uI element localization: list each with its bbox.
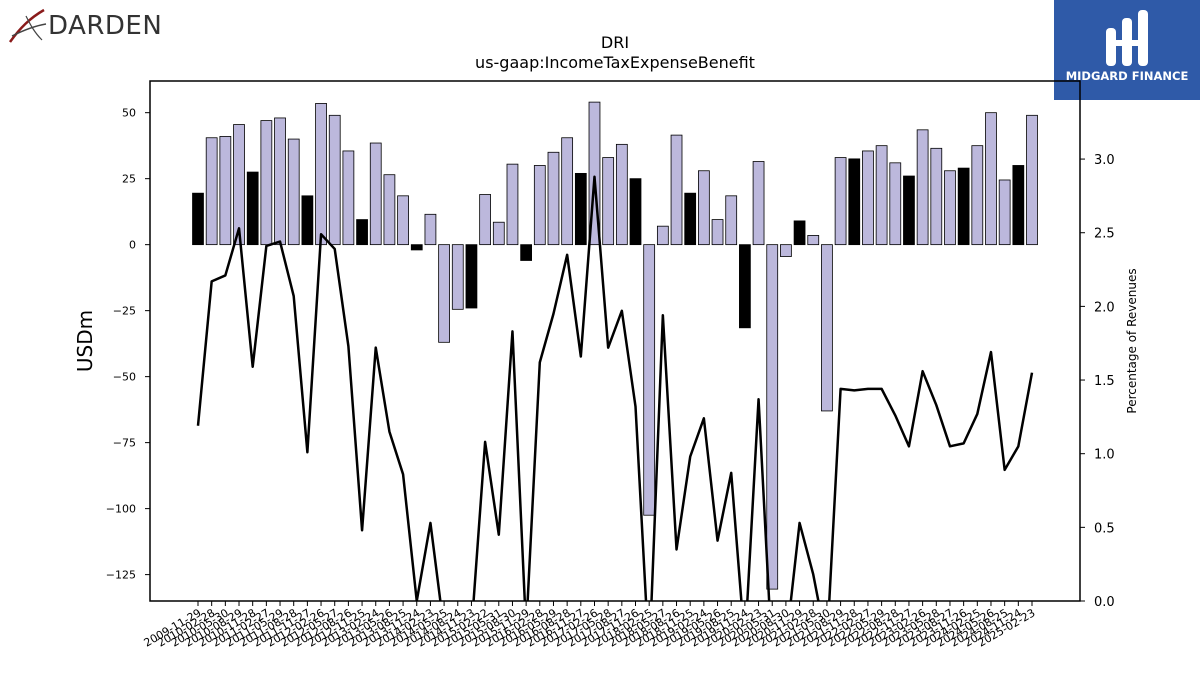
bar bbox=[862, 150, 874, 246]
bar bbox=[807, 235, 820, 246]
y-tick-label: −75 bbox=[113, 437, 136, 450]
bar bbox=[985, 112, 997, 246]
bar bbox=[192, 192, 204, 246]
midgard-mark-icon bbox=[1106, 10, 1148, 66]
y-tick-label: −25 bbox=[113, 305, 136, 318]
bar bbox=[944, 170, 956, 246]
bar bbox=[998, 179, 1011, 246]
y2-tick-label: 3.0 bbox=[1094, 153, 1115, 168]
bar bbox=[397, 195, 409, 246]
bar bbox=[971, 145, 984, 246]
y-axis-label: USDm bbox=[73, 310, 97, 372]
bar bbox=[315, 103, 327, 246]
darden-logo-text: DARDEN bbox=[48, 11, 163, 41]
y-tick-label: −125 bbox=[106, 569, 136, 582]
y2-tick-label: 1.5 bbox=[1094, 374, 1115, 389]
y2-tick-label: 1.0 bbox=[1094, 448, 1115, 463]
bar bbox=[465, 244, 478, 309]
bar bbox=[957, 167, 970, 246]
bar bbox=[848, 158, 861, 246]
bar bbox=[602, 157, 615, 246]
bar bbox=[725, 195, 738, 246]
bar bbox=[670, 134, 683, 246]
y2-tick-label: 0.5 bbox=[1094, 521, 1115, 536]
plot-frame bbox=[149, 80, 1081, 602]
bar bbox=[301, 195, 314, 246]
y-tick-label: 25 bbox=[122, 173, 136, 186]
bar bbox=[260, 120, 273, 246]
midgard-logo-text: MIDGARD FINANCE bbox=[1065, 69, 1189, 83]
bar bbox=[424, 213, 437, 246]
bar bbox=[588, 101, 601, 246]
bar bbox=[287, 138, 300, 246]
bar bbox=[410, 244, 423, 251]
bar bbox=[698, 170, 710, 246]
bar bbox=[246, 171, 259, 246]
bar bbox=[451, 244, 464, 310]
bar bbox=[506, 163, 519, 246]
bar bbox=[274, 117, 286, 246]
y-tick-label: −50 bbox=[113, 371, 136, 384]
bar bbox=[383, 174, 396, 246]
bar bbox=[342, 150, 355, 246]
bar bbox=[574, 172, 587, 246]
y-tick-label: 50 bbox=[122, 107, 136, 120]
bar bbox=[1026, 114, 1038, 246]
y2-tick-label: 2.0 bbox=[1094, 300, 1115, 315]
bar bbox=[629, 178, 642, 246]
bar bbox=[780, 244, 792, 257]
bar bbox=[834, 157, 847, 246]
bar bbox=[356, 219, 368, 246]
y2-axis-label: Percentage of Revenues bbox=[1125, 268, 1139, 413]
bar bbox=[561, 137, 574, 246]
bar bbox=[547, 151, 560, 246]
darden-logo: DARDEN bbox=[6, 6, 166, 46]
bar bbox=[369, 142, 382, 246]
chart-title: DRI bbox=[601, 33, 629, 52]
darden-swoosh-icon bbox=[8, 8, 47, 43]
chart-subtitle: us-gaap:IncomeTaxExpenseBenefit bbox=[475, 53, 755, 72]
bar bbox=[793, 220, 806, 246]
bar bbox=[739, 244, 751, 329]
pct-of-revenues-line bbox=[196, 175, 1034, 601]
bar bbox=[438, 244, 450, 343]
bar bbox=[766, 244, 779, 590]
midgard-finance-logo: MIDGARD FINANCE bbox=[1054, 0, 1200, 100]
bar bbox=[533, 165, 546, 246]
bar bbox=[1012, 165, 1025, 246]
bar bbox=[711, 219, 724, 246]
bar bbox=[930, 147, 943, 246]
y2-tick-label: 2.5 bbox=[1094, 227, 1115, 242]
bar bbox=[875, 145, 888, 246]
y-tick-label: 0 bbox=[129, 239, 136, 252]
bar bbox=[205, 137, 218, 246]
bar bbox=[219, 136, 232, 246]
bar bbox=[916, 129, 929, 246]
bar bbox=[752, 161, 765, 246]
y-tick-label: −100 bbox=[106, 503, 136, 516]
bar bbox=[615, 143, 628, 246]
bar bbox=[643, 244, 656, 516]
bar bbox=[479, 194, 491, 246]
bar bbox=[492, 221, 505, 246]
bar bbox=[328, 114, 341, 246]
bar bbox=[233, 124, 245, 246]
bar bbox=[656, 225, 669, 246]
bar bbox=[684, 192, 697, 246]
y2-tick-label: 0.0 bbox=[1094, 595, 1115, 610]
bar bbox=[889, 162, 902, 246]
bar bbox=[821, 244, 833, 412]
bar bbox=[903, 175, 915, 246]
bar bbox=[520, 244, 532, 261]
